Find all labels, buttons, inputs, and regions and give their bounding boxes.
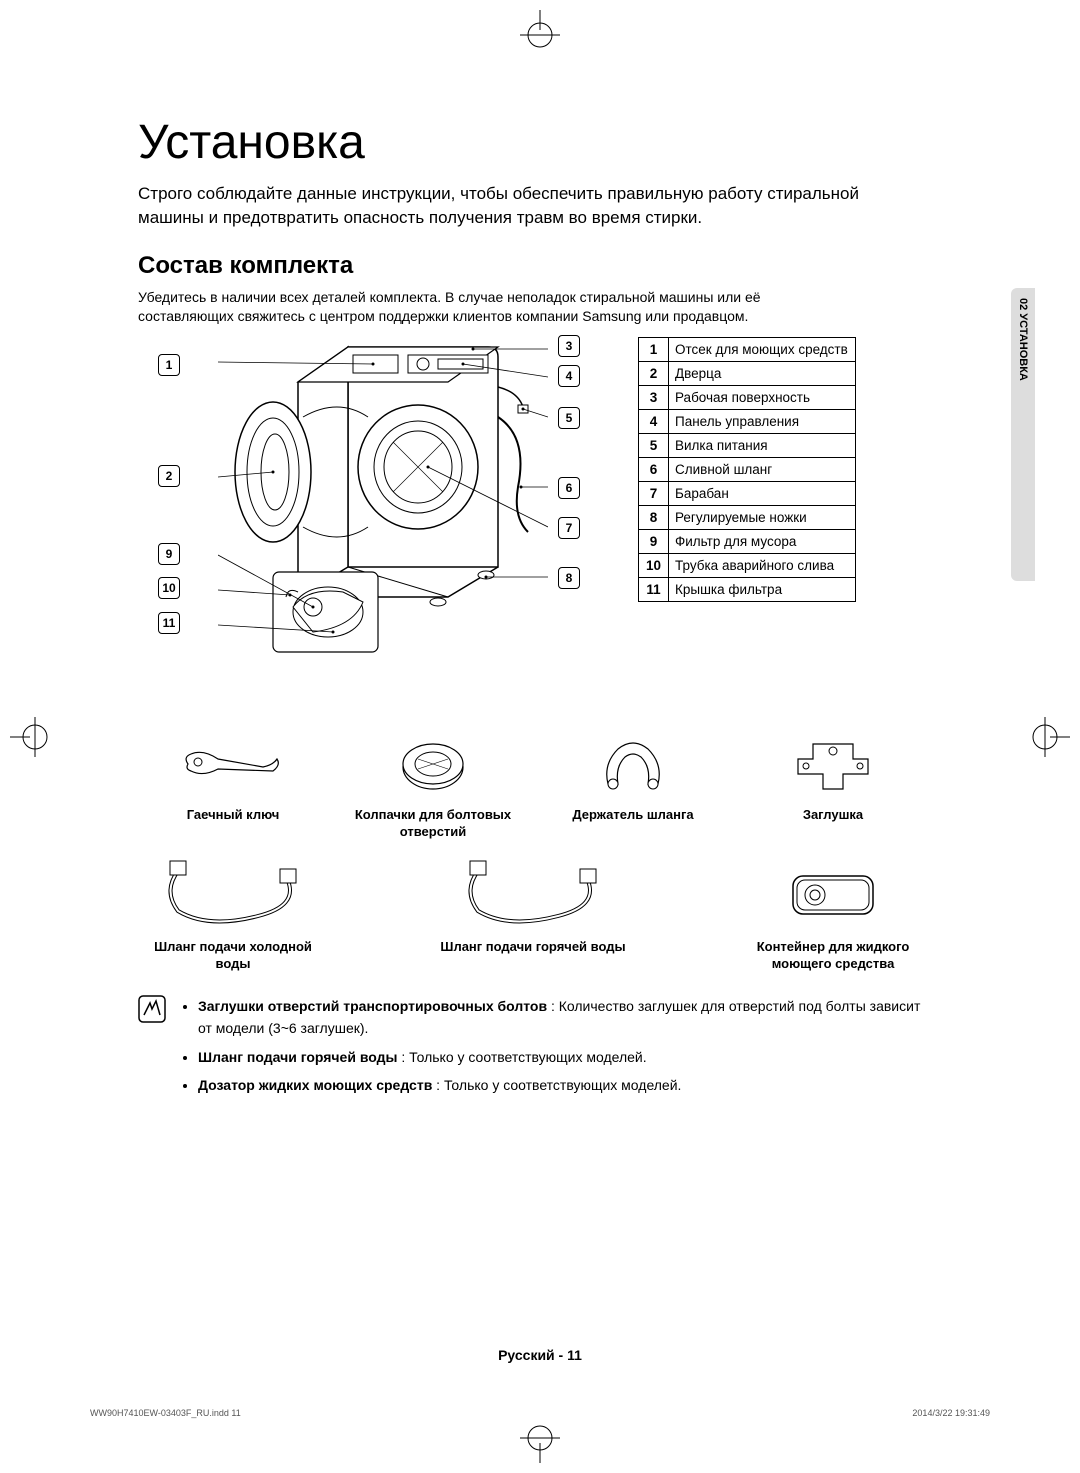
table-row: 4Панель управления <box>639 409 856 433</box>
note-bold: Шланг подачи горячей воды <box>198 1049 397 1065</box>
table-row: 3Рабочая поверхность <box>639 385 856 409</box>
callout-6: 6 <box>558 477 580 499</box>
hot-hose-icon <box>448 851 618 931</box>
part-number: 5 <box>639 433 669 457</box>
part-label: Барабан <box>669 481 856 505</box>
accessory-label: Держатель шланга <box>538 807 728 841</box>
accessory-wrench: Гаечный ключ <box>138 729 328 841</box>
part-number: 3 <box>639 385 669 409</box>
part-label: Вилка питания <box>669 433 856 457</box>
part-number: 10 <box>639 553 669 577</box>
part-label: Панель управления <box>669 409 856 433</box>
table-row: 5Вилка питания <box>639 433 856 457</box>
accessories-grid: Гаечный ключ Колпачки для болтовых отвер… <box>138 729 928 973</box>
callout-3: 3 <box>558 335 580 357</box>
note-bold: Дозатор жидких моющих средств <box>198 1077 432 1093</box>
table-row: 2Дверца <box>639 361 856 385</box>
part-label: Отсек для моющих средств <box>669 337 856 361</box>
accessory-cap: Заглушка <box>738 729 928 841</box>
callout-2: 2 <box>158 465 180 487</box>
washer-illustration-icon <box>218 337 548 657</box>
section-heading: Состав комплекта <box>138 252 928 280</box>
part-label: Трубка аварийного слива <box>669 553 856 577</box>
callout-9: 9 <box>158 543 180 565</box>
part-label: Регулируемые ножки <box>669 505 856 529</box>
part-label: Дверца <box>669 361 856 385</box>
accessory-label: Шланг подачи холодной воды <box>138 939 328 973</box>
notes-block: Заглушки отверстий транспортировочных бо… <box>138 995 928 1103</box>
note-item: Дозатор жидких моющих средств : Только у… <box>198 1074 928 1096</box>
crop-mark-top-icon <box>515 10 565 60</box>
table-row: 11Крышка фильтра <box>639 577 856 601</box>
callout-1: 1 <box>158 354 180 376</box>
accessory-cold-hose: Шланг подачи холодной воды <box>138 851 328 973</box>
section-tab: 02 УСТАНОВКА <box>1011 288 1035 581</box>
wrench-icon <box>173 729 293 799</box>
table-row: 6Сливной шланг <box>639 457 856 481</box>
cold-hose-icon <box>148 851 318 931</box>
part-number: 1 <box>639 337 669 361</box>
part-number: 7 <box>639 481 669 505</box>
part-label: Сливной шланг <box>669 457 856 481</box>
page-title: Установка <box>138 115 928 170</box>
liquid-container-icon <box>763 851 903 931</box>
intro-text: Строго соблюдайте данные инструкции, что… <box>138 182 928 230</box>
table-row: 1Отсек для моющих средств <box>639 337 856 361</box>
callout-4: 4 <box>558 365 580 387</box>
section-intro: Убедитесь в наличии всех деталей комплек… <box>138 288 848 327</box>
table-row: 9Фильтр для мусора <box>639 529 856 553</box>
accessory-liquid-container: Контейнер для жидкого моющего средства <box>738 851 928 973</box>
note-bold: Заглушки отверстий транспортировочных бо… <box>198 998 547 1014</box>
part-label: Рабочая поверхность <box>669 385 856 409</box>
part-label: Фильтр для мусора <box>669 529 856 553</box>
accessory-label: Контейнер для жидкого моющего средства <box>738 939 928 973</box>
part-label: Крышка фильтра <box>669 577 856 601</box>
accessory-label: Шланг подачи горячей воды <box>338 939 728 973</box>
accessory-hose-guide: Держатель шланга <box>538 729 728 841</box>
note-text: : Только у соответствующих моделей. <box>397 1049 646 1065</box>
crop-mark-right-icon <box>1020 712 1070 762</box>
crop-mark-left-icon <box>10 712 60 762</box>
accessory-label: Гаечный ключ <box>138 807 328 841</box>
note-item: Заглушки отверстий транспортировочных бо… <box>198 995 928 1040</box>
washer-diagram: 1 2 3 4 5 6 7 8 9 10 11 <box>138 337 618 667</box>
page-footer: Русский - 11 <box>0 1347 1080 1363</box>
accessory-hot-hose: Шланг подачи горячей воды <box>338 851 728 973</box>
accessory-label: Колпачки для болтовых отверстий <box>338 807 528 841</box>
callout-11: 11 <box>158 612 180 634</box>
accessory-label: Заглушка <box>738 807 928 841</box>
part-number: 2 <box>639 361 669 385</box>
part-number: 11 <box>639 577 669 601</box>
note-icon <box>138 995 168 1103</box>
callout-8: 8 <box>558 567 580 589</box>
print-file-info: WW90H7410EW-03403F_RU.indd 11 <box>90 1408 241 1418</box>
bolt-cap-icon <box>373 729 493 799</box>
note-item: Шланг подачи горячей воды : Только у соо… <box>198 1046 928 1068</box>
callout-10: 10 <box>158 577 180 599</box>
part-number: 9 <box>639 529 669 553</box>
crop-mark-bottom-icon <box>515 1413 565 1463</box>
table-row: 7Барабан <box>639 481 856 505</box>
part-number: 6 <box>639 457 669 481</box>
callout-5: 5 <box>558 407 580 429</box>
cap-icon <box>773 729 893 799</box>
accessory-bolt-caps: Колпачки для болтовых отверстий <box>338 729 528 841</box>
part-number: 4 <box>639 409 669 433</box>
print-timestamp: 2014/3/22 19:31:49 <box>912 1408 990 1418</box>
note-text: : Только у соответствующих моделей. <box>432 1077 681 1093</box>
callout-7: 7 <box>558 517 580 539</box>
table-row: 8Регулируемые ножки <box>639 505 856 529</box>
table-row: 10Трубка аварийного слива <box>639 553 856 577</box>
hose-guide-icon <box>573 729 693 799</box>
parts-table: 1Отсек для моющих средств2Дверца3Рабочая… <box>638 337 856 602</box>
part-number: 8 <box>639 505 669 529</box>
